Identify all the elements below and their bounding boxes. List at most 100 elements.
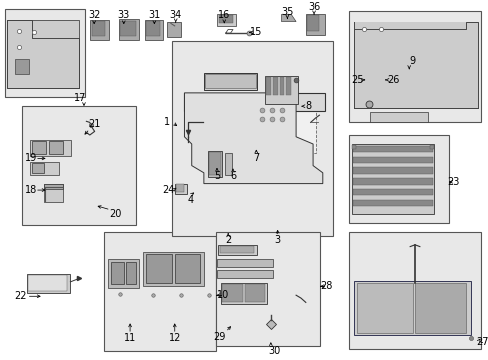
Bar	[104, 232, 216, 351]
Bar	[119, 19, 139, 40]
Text: 17: 17	[74, 93, 86, 103]
Text: 9: 9	[408, 56, 415, 66]
Bar	[220, 246, 253, 253]
Bar	[90, 20, 108, 40]
Bar	[353, 200, 432, 206]
Text: 29: 29	[213, 332, 225, 342]
Bar	[353, 146, 432, 152]
Text: 34: 34	[169, 10, 182, 20]
Bar	[217, 270, 273, 278]
Text: 15: 15	[249, 27, 262, 37]
Bar	[22, 106, 136, 225]
Bar	[369, 112, 427, 122]
Polygon shape	[281, 14, 296, 22]
Bar	[217, 14, 235, 26]
Bar	[286, 77, 291, 95]
Bar	[306, 15, 318, 31]
Bar	[279, 77, 284, 95]
Bar	[205, 74, 255, 88]
Bar	[27, 274, 70, 293]
Text: 22: 22	[14, 291, 26, 301]
Bar	[167, 22, 181, 37]
Bar	[48, 141, 63, 154]
Text: 35: 35	[281, 6, 293, 17]
Bar	[353, 189, 432, 195]
Bar	[354, 281, 470, 335]
Bar	[208, 152, 221, 175]
Text: 10: 10	[217, 290, 229, 300]
Bar	[219, 15, 232, 23]
Bar	[414, 283, 465, 333]
Text: 25: 25	[350, 75, 363, 85]
Text: 1: 1	[164, 117, 170, 127]
Text: 31: 31	[148, 10, 160, 20]
Bar	[143, 252, 203, 286]
Bar	[203, 73, 257, 90]
Text: 33: 33	[118, 10, 130, 20]
Text: 3: 3	[274, 235, 280, 246]
Bar	[172, 41, 332, 236]
Bar	[30, 162, 59, 175]
Text: 24: 24	[163, 185, 175, 195]
Bar	[218, 245, 257, 255]
Bar	[222, 284, 242, 302]
Bar	[144, 20, 163, 40]
Text: 16: 16	[218, 10, 230, 20]
Bar	[221, 283, 266, 304]
Bar	[145, 254, 172, 283]
Bar	[305, 14, 325, 35]
Bar	[224, 153, 231, 175]
Bar	[207, 151, 222, 177]
Text: 19: 19	[24, 153, 37, 163]
Text: 30: 30	[267, 346, 280, 356]
Bar	[174, 254, 200, 283]
Bar	[349, 135, 448, 223]
Bar	[244, 284, 264, 302]
Text: 5: 5	[213, 171, 220, 181]
Text: 11: 11	[124, 333, 136, 343]
Bar	[353, 157, 432, 163]
Bar	[126, 262, 136, 284]
Text: 4: 4	[187, 195, 193, 205]
Bar	[272, 77, 277, 95]
Text: 12: 12	[168, 333, 181, 343]
Bar	[15, 59, 29, 74]
Bar	[28, 275, 67, 291]
Bar	[252, 95, 315, 153]
Bar	[107, 259, 139, 288]
Bar	[175, 184, 184, 192]
Text: 7: 7	[253, 153, 259, 163]
Text: 8: 8	[305, 101, 311, 111]
Bar	[110, 262, 124, 284]
Text: 2: 2	[224, 235, 231, 246]
Bar	[264, 76, 297, 104]
Bar	[32, 163, 43, 173]
Bar	[30, 140, 71, 156]
Text: 27: 27	[475, 337, 487, 347]
Text: 32: 32	[88, 10, 100, 20]
Bar	[353, 167, 432, 174]
Text: 18: 18	[24, 185, 37, 195]
Bar	[216, 232, 320, 346]
Text: 6: 6	[229, 171, 236, 181]
Bar	[43, 184, 63, 202]
Bar	[351, 144, 433, 214]
Bar	[43, 184, 63, 189]
Text: 21: 21	[88, 119, 101, 129]
Bar	[5, 9, 85, 97]
Polygon shape	[354, 22, 477, 108]
Bar	[217, 259, 273, 267]
Bar	[7, 20, 79, 88]
Polygon shape	[184, 93, 322, 184]
Text: 23: 23	[446, 177, 459, 187]
Text: 26: 26	[386, 75, 399, 85]
Text: 28: 28	[320, 281, 332, 291]
Bar	[353, 178, 432, 185]
Bar	[120, 21, 136, 36]
Bar	[265, 77, 270, 95]
Bar	[356, 283, 412, 333]
Bar	[92, 21, 105, 36]
Bar	[146, 21, 160, 36]
Text: 20: 20	[109, 209, 122, 219]
Text: 36: 36	[307, 2, 320, 12]
